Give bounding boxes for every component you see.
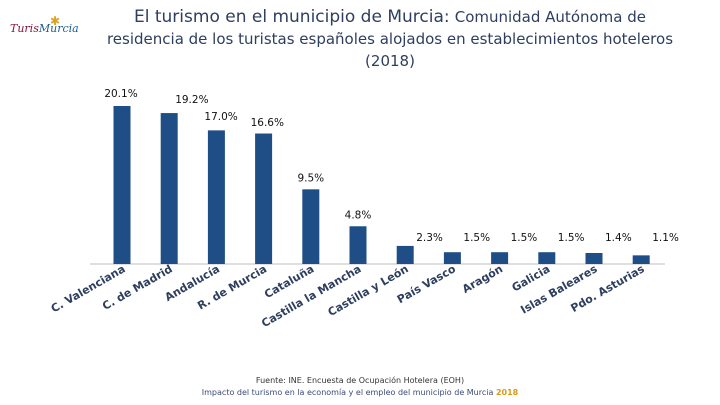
bar-0: [113, 106, 131, 264]
page-title: El turismo en el municipio de Murcia: Co…: [80, 6, 700, 72]
footer-year: 2018: [495, 388, 519, 397]
sun-icon: ✱: [50, 14, 61, 28]
bar-9: [538, 252, 556, 264]
bar-1: [160, 113, 178, 265]
bar-chart: 20.1% 19.2% 17.0% 16.6% 9.5% 4.8% 2.3% 1.5% 1.5%…: [49, 88, 679, 330]
value-label-10: 1.4%: [605, 232, 632, 244]
value-label-3: 16.6%: [251, 117, 284, 129]
category-label-8: Aragón: [460, 262, 505, 296]
value-label-4: 9.5%: [297, 172, 324, 184]
value-label-9: 1.5%: [558, 232, 585, 244]
title-year: (2018): [365, 52, 415, 70]
value-label-8: 1.5%: [511, 232, 538, 244]
value-label-6: 2.3%: [416, 232, 443, 244]
bar-10: [585, 252, 603, 264]
title-sub: Comunidad Autónoma de: [454, 8, 646, 26]
title-line2: residencia de los turistas españoles alo…: [106, 30, 674, 48]
source-note: Fuente: INE. Encuesta de Ocupación Hotel…: [255, 376, 465, 385]
bar-8: [491, 252, 509, 264]
bar-3: [255, 133, 273, 264]
value-label-0: 20.1%: [104, 88, 137, 100]
value-label-11: 1.1%: [652, 232, 679, 244]
value-label-7: 1.5%: [463, 232, 490, 244]
turismurcia-logo: TurisMurcia ✱: [8, 14, 79, 40]
bar-7: [443, 252, 461, 264]
bar-6: [396, 245, 414, 264]
bar-11: [632, 255, 650, 264]
value-label-2: 17.0%: [204, 111, 237, 123]
bar-5: [349, 226, 367, 264]
bar-4: [302, 189, 320, 264]
logo-text: TurisMurcia: [10, 22, 79, 35]
category-label-6: Castilla y León: [326, 262, 411, 319]
title-main: El turismo en el municipio de Murcia:: [134, 7, 450, 27]
footer-caption: Impacto del turismo en la economía y el …: [201, 388, 519, 397]
bar-2: [207, 130, 225, 264]
value-label-5: 4.8%: [345, 209, 372, 221]
value-label-1: 19.2%: [175, 94, 208, 106]
